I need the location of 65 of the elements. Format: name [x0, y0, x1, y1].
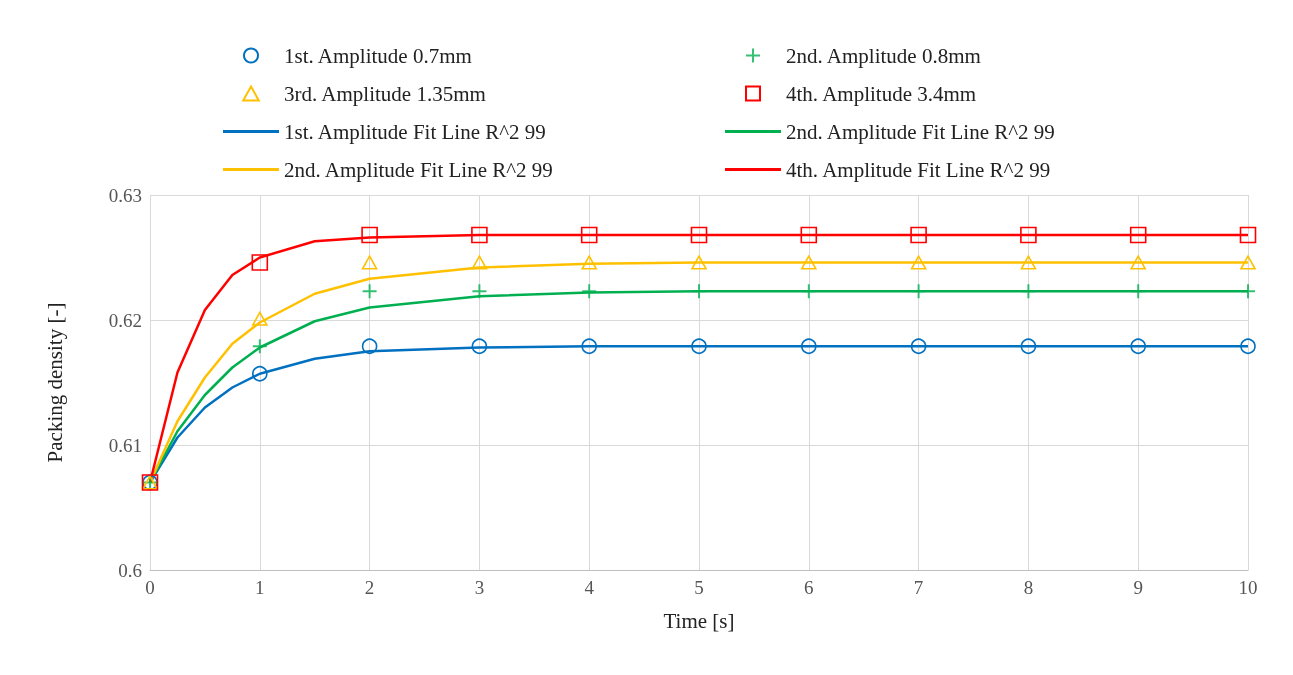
point [800, 226, 818, 244]
point [1130, 255, 1146, 270]
point [911, 284, 926, 299]
point [252, 339, 267, 354]
point [361, 255, 378, 270]
legend-label: 2nd. Amplitude Fit Line R^2 99 [284, 157, 559, 182]
y-tick-label: 0.61 [108, 434, 142, 456]
x-tick-label: 4 [584, 577, 595, 598]
point [361, 226, 378, 244]
point [910, 255, 927, 270]
legend-label: 4th. Amplitude Fit Line R^2 99 [786, 157, 1051, 182]
point [581, 338, 597, 355]
legend-label: 2nd. Amplitude 0.8mm [786, 43, 981, 68]
x-tick-label: 6 [804, 577, 814, 598]
point [801, 255, 817, 270]
x-tick-label: 0 [145, 577, 155, 598]
point [910, 226, 927, 244]
y-tick-label: 0.62 [108, 309, 142, 331]
point [1130, 338, 1146, 355]
point [801, 284, 816, 299]
point [252, 365, 268, 382]
point [1021, 284, 1036, 299]
x-tick-label: 10 [1238, 577, 1258, 598]
point [910, 338, 927, 355]
y-tick-label: 0.63 [108, 184, 142, 206]
y-tick-label: 0.6 [118, 559, 142, 581]
point [1239, 226, 1257, 244]
legend-label: 2nd. Amplitude Fit Line R^2 99 [786, 119, 1055, 144]
point [362, 284, 377, 299]
x-tick-label: 8 [1023, 577, 1034, 598]
point [1240, 338, 1256, 355]
x-axis-title: Time [s] [663, 608, 735, 633]
point [1241, 284, 1255, 299]
x-tick-label: 2 [364, 577, 375, 598]
point [692, 284, 706, 299]
point [691, 338, 707, 355]
point [691, 255, 707, 270]
x-tick-label: 7 [913, 577, 924, 598]
point [361, 338, 378, 355]
point [1131, 284, 1146, 299]
x-tick-label: 1 [255, 577, 265, 598]
y-axis-title: Packing density [-] [42, 302, 67, 463]
point [582, 284, 597, 299]
legend-label: 1st. Amplitude Fit Line R^2 99 [284, 119, 546, 144]
point [801, 338, 817, 355]
legend-label: 1st. Amplitude 0.7mm [284, 43, 472, 68]
point [472, 284, 487, 299]
x-tick-label: 3 [474, 577, 485, 598]
x-tick-label: 9 [1133, 577, 1143, 598]
point [251, 254, 269, 271]
legend-label: 3rd. Amplitude 1.35mm [284, 81, 486, 106]
point [252, 311, 268, 326]
point [471, 226, 488, 244]
point [581, 255, 597, 270]
point [1020, 338, 1037, 355]
point [1020, 226, 1037, 244]
point [580, 226, 598, 244]
point [471, 338, 488, 355]
x-tick-label: 5 [694, 577, 704, 598]
point [1240, 255, 1256, 270]
point [690, 226, 708, 244]
point [1129, 226, 1147, 244]
legend-label: 4th. Amplitude 3.4mm [786, 81, 977, 106]
point [1020, 255, 1037, 270]
point [471, 255, 488, 270]
